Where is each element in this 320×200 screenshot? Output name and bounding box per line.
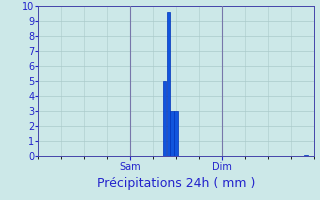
Bar [163,81,166,156]
Bar [171,111,174,156]
Bar [304,155,308,156]
X-axis label: Précipitations 24h ( mm ): Précipitations 24h ( mm ) [97,177,255,190]
Bar [167,12,170,156]
Bar [174,111,178,156]
